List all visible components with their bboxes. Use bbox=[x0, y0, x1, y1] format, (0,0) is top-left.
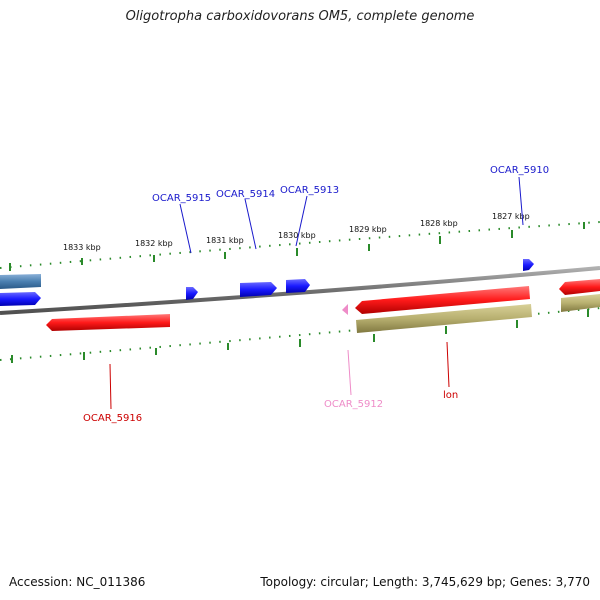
genome-title: Oligotropha carboxidovorans OM5, complet… bbox=[125, 9, 475, 24]
lower-ruler bbox=[0, 307, 600, 363]
lower-ruler-dots bbox=[0, 307, 600, 361]
gene-reverse-right[interactable] bbox=[559, 279, 600, 295]
gene-labels: OCAR_5915 OCAR_5914 OCAR_5913 OCAR_5910 … bbox=[83, 165, 549, 424]
ruler-label: 1827 kbp bbox=[492, 212, 530, 221]
forward-genes bbox=[0, 259, 534, 306]
ruler-label: 1828 kbp bbox=[420, 219, 458, 228]
gene-rna-olive[interactable] bbox=[356, 304, 532, 333]
gene-lon[interactable] bbox=[355, 286, 530, 314]
gene-rna-olive-right[interactable] bbox=[561, 294, 600, 312]
accession-text: Accession: NC_011386 bbox=[9, 575, 146, 589]
leader-line bbox=[295, 195, 308, 247]
ruler-label: 1829 kbp bbox=[349, 225, 387, 234]
upper-ruler: 1833 kbp 1832 kbp 1831 kbp 1830 kbp 1829… bbox=[0, 212, 600, 271]
gene-label-ocar-5916[interactable]: OCAR_5916 bbox=[83, 413, 142, 424]
ruler-label: 1833 kbp bbox=[63, 243, 101, 252]
gene-ocar-5910[interactable] bbox=[523, 259, 534, 271]
leader-line bbox=[446, 341, 450, 388]
lower-ruler-major-ticks bbox=[11, 309, 589, 363]
upper-ruler-dots bbox=[0, 221, 600, 269]
ruler-label: 1831 kbp bbox=[206, 236, 244, 245]
leader-line bbox=[109, 363, 112, 410]
gene-label-leaders bbox=[109, 176, 524, 410]
gene-forward-left[interactable] bbox=[0, 292, 41, 306]
gene-ocar-5916[interactable] bbox=[46, 314, 170, 331]
gene-ocar-5915[interactable] bbox=[186, 287, 198, 300]
genome-backbone bbox=[0, 266, 600, 315]
leader-line bbox=[244, 198, 257, 250]
gene-ocar-5912[interactable] bbox=[342, 304, 348, 315]
genome-summary-text: Topology: circular; Length: 3,745,629 bp… bbox=[260, 575, 590, 589]
gene-label-ocar-5915[interactable]: OCAR_5915 bbox=[152, 193, 211, 204]
leader-line bbox=[518, 176, 524, 226]
gene-label-ocar-5913[interactable]: OCAR_5913 bbox=[280, 185, 339, 196]
ruler-label: 1830 kbp bbox=[278, 231, 316, 240]
ruler-label: 1832 kbp bbox=[135, 239, 173, 248]
gene-label-ocar-5910[interactable]: OCAR_5910 bbox=[490, 165, 549, 176]
upper-ruler-major-ticks bbox=[9, 222, 585, 271]
gene-ocar-5914[interactable] bbox=[240, 282, 277, 297]
gene-steelblue-left[interactable] bbox=[0, 274, 41, 289]
gene-label-lon[interactable]: lon bbox=[443, 390, 458, 401]
leader-line bbox=[179, 203, 192, 254]
gene-ocar-5913[interactable] bbox=[286, 279, 310, 293]
gene-label-ocar-5914[interactable]: OCAR_5914 bbox=[216, 189, 275, 200]
reverse-genes bbox=[46, 279, 600, 333]
leader-line bbox=[347, 349, 352, 396]
gene-label-ocar-5912[interactable]: OCAR_5912 bbox=[324, 399, 383, 410]
